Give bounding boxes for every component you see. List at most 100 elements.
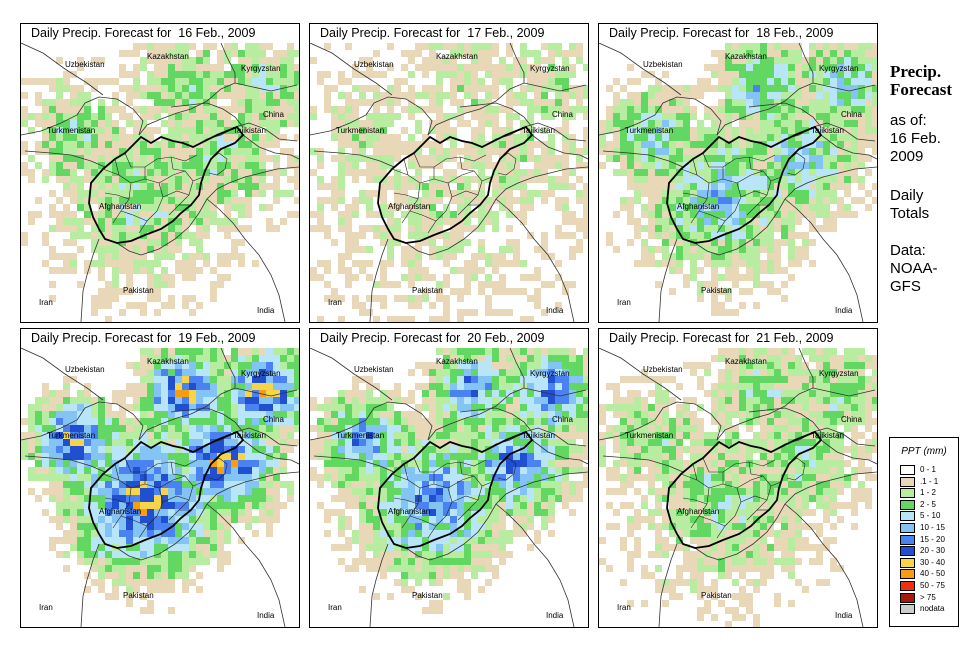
precip-cell <box>562 411 569 418</box>
precip-cell <box>401 197 408 204</box>
precip-cell <box>196 253 203 260</box>
precip-cell <box>520 148 527 155</box>
precip-cell <box>527 106 534 113</box>
precip-cell <box>478 495 485 502</box>
precip-cell <box>471 176 478 183</box>
precip-cell <box>231 218 238 225</box>
precip-cell <box>189 355 196 362</box>
precip-cell <box>795 134 802 141</box>
country-label: Kazakhstan <box>436 52 478 61</box>
precip-cell <box>415 488 422 495</box>
precip-cell <box>210 120 217 127</box>
precip-cell <box>252 155 259 162</box>
precip-cell <box>224 260 231 267</box>
precip-cell <box>513 64 520 71</box>
precip-cell <box>310 106 317 113</box>
precip-cell <box>105 593 112 600</box>
precip-cell <box>844 204 851 211</box>
precip-cell <box>133 211 140 218</box>
precip-cell <box>119 488 126 495</box>
precip-cell <box>77 197 84 204</box>
precip-cell <box>767 64 774 71</box>
precip-cell <box>154 169 161 176</box>
precip-cell <box>119 509 126 516</box>
precip-cell <box>429 460 436 467</box>
precip-cell <box>401 439 408 446</box>
precip-cell <box>217 218 224 225</box>
precip-cell <box>91 432 98 439</box>
precip-cell <box>739 225 746 232</box>
precip-cell <box>767 204 774 211</box>
precip-cell <box>168 99 175 106</box>
precip-cell <box>697 127 704 134</box>
precip-cell <box>273 225 280 232</box>
precip-cell <box>562 169 569 176</box>
precip-cell <box>21 169 28 176</box>
precip-cell <box>471 50 478 57</box>
precip-cell <box>338 225 345 232</box>
precip-cell <box>527 467 534 474</box>
precip-cell <box>767 225 774 232</box>
precip-cell <box>513 99 520 106</box>
precip-cell <box>485 302 492 309</box>
precip-cell <box>91 134 98 141</box>
precip-cell <box>112 134 119 141</box>
precip-cell <box>49 78 56 85</box>
country-border <box>820 134 877 160</box>
precip-cell <box>161 176 168 183</box>
precip-cell <box>238 474 245 481</box>
precip-cell <box>520 50 527 57</box>
precip-cell <box>126 460 133 467</box>
precip-cell <box>210 425 217 432</box>
precip-cell <box>408 134 415 141</box>
precip-cell <box>394 232 401 239</box>
precip-cell <box>28 467 35 474</box>
precip-cell <box>231 369 238 376</box>
precip-cell <box>245 474 252 481</box>
precip-cell <box>345 418 352 425</box>
precip-cell <box>245 64 252 71</box>
precip-cell <box>133 134 140 141</box>
precip-cell <box>98 481 105 488</box>
precip-cell <box>266 495 273 502</box>
precip-cell <box>196 120 203 127</box>
precip-cell <box>443 127 450 134</box>
precip-cell <box>562 481 569 488</box>
precip-cell <box>112 558 119 565</box>
precip-cell <box>478 439 485 446</box>
precip-cell <box>154 460 161 467</box>
precip-cell <box>359 225 366 232</box>
precip-cell <box>394 92 401 99</box>
precip-cell <box>415 155 422 162</box>
precip-cell <box>49 134 56 141</box>
precip-cell <box>345 446 352 453</box>
precip-cell <box>273 71 280 78</box>
precip-cell <box>238 390 245 397</box>
precip-cell <box>725 204 732 211</box>
precip-cell <box>443 64 450 71</box>
precip-cell <box>77 544 84 551</box>
precip-cell <box>189 155 196 162</box>
precip-cell <box>182 355 189 362</box>
precip-cell <box>224 232 231 239</box>
precip-cell <box>373 127 380 134</box>
precip-cell <box>259 446 266 453</box>
precip-cell <box>105 530 112 537</box>
precip-cell <box>91 162 98 169</box>
precip-cell <box>273 397 280 404</box>
precip-cell <box>443 425 450 432</box>
precip-cell <box>380 295 387 302</box>
precip-cell <box>767 120 774 127</box>
precip-cell <box>795 92 802 99</box>
precip-cell <box>415 204 422 211</box>
precip-cell <box>112 509 119 516</box>
precip-cell <box>676 204 683 211</box>
precip-cell <box>457 376 464 383</box>
precip-cell <box>753 267 760 274</box>
precip-cell <box>210 530 217 537</box>
precip-cell <box>739 106 746 113</box>
precip-cell <box>662 92 669 99</box>
precip-cell <box>373 281 380 288</box>
precip-cell <box>140 474 147 481</box>
precip-cell <box>217 544 224 551</box>
